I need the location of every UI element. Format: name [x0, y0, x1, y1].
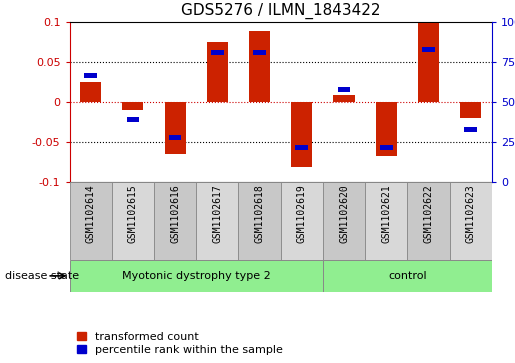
Text: GSM1102623: GSM1102623: [466, 185, 476, 243]
Text: control: control: [388, 271, 426, 281]
Bar: [112, 182, 154, 260]
Text: GSM1102617: GSM1102617: [212, 185, 222, 243]
Bar: [207, 42, 228, 102]
Bar: [365, 182, 407, 260]
Title: GDS5276 / ILMN_1843422: GDS5276 / ILMN_1843422: [181, 3, 381, 19]
Bar: [296, 145, 308, 150]
Bar: [127, 117, 139, 122]
Bar: [380, 145, 392, 150]
Bar: [154, 182, 196, 260]
Legend: transformed count, percentile rank within the sample: transformed count, percentile rank withi…: [75, 330, 285, 358]
Bar: [211, 50, 224, 54]
Bar: [334, 95, 354, 102]
Bar: [323, 182, 365, 260]
Bar: [238, 182, 281, 260]
Bar: [418, 23, 439, 102]
Bar: [422, 47, 435, 52]
Bar: [84, 73, 97, 78]
Bar: [460, 102, 481, 118]
Bar: [164, 102, 185, 154]
Text: Myotonic dystrophy type 2: Myotonic dystrophy type 2: [122, 271, 270, 281]
Bar: [169, 135, 181, 140]
Bar: [375, 102, 397, 156]
Bar: [338, 87, 350, 92]
Bar: [123, 102, 143, 110]
Text: GSM1102619: GSM1102619: [297, 185, 307, 243]
Text: GSM1102616: GSM1102616: [170, 185, 180, 243]
Bar: [323, 260, 492, 292]
Bar: [70, 260, 323, 292]
Text: GSM1102622: GSM1102622: [423, 185, 434, 243]
Text: GSM1102615: GSM1102615: [128, 185, 138, 243]
Bar: [407, 182, 450, 260]
Text: GSM1102618: GSM1102618: [254, 185, 265, 243]
Bar: [281, 182, 323, 260]
Text: GSM1102621: GSM1102621: [381, 185, 391, 243]
Bar: [291, 102, 312, 167]
Bar: [196, 182, 238, 260]
Bar: [80, 82, 101, 102]
Text: GSM1102614: GSM1102614: [85, 185, 96, 243]
Bar: [249, 31, 270, 102]
Text: disease state: disease state: [5, 271, 79, 281]
Text: GSM1102620: GSM1102620: [339, 185, 349, 243]
Bar: [253, 50, 266, 54]
Bar: [450, 182, 492, 260]
Bar: [70, 182, 112, 260]
Bar: [465, 127, 477, 132]
